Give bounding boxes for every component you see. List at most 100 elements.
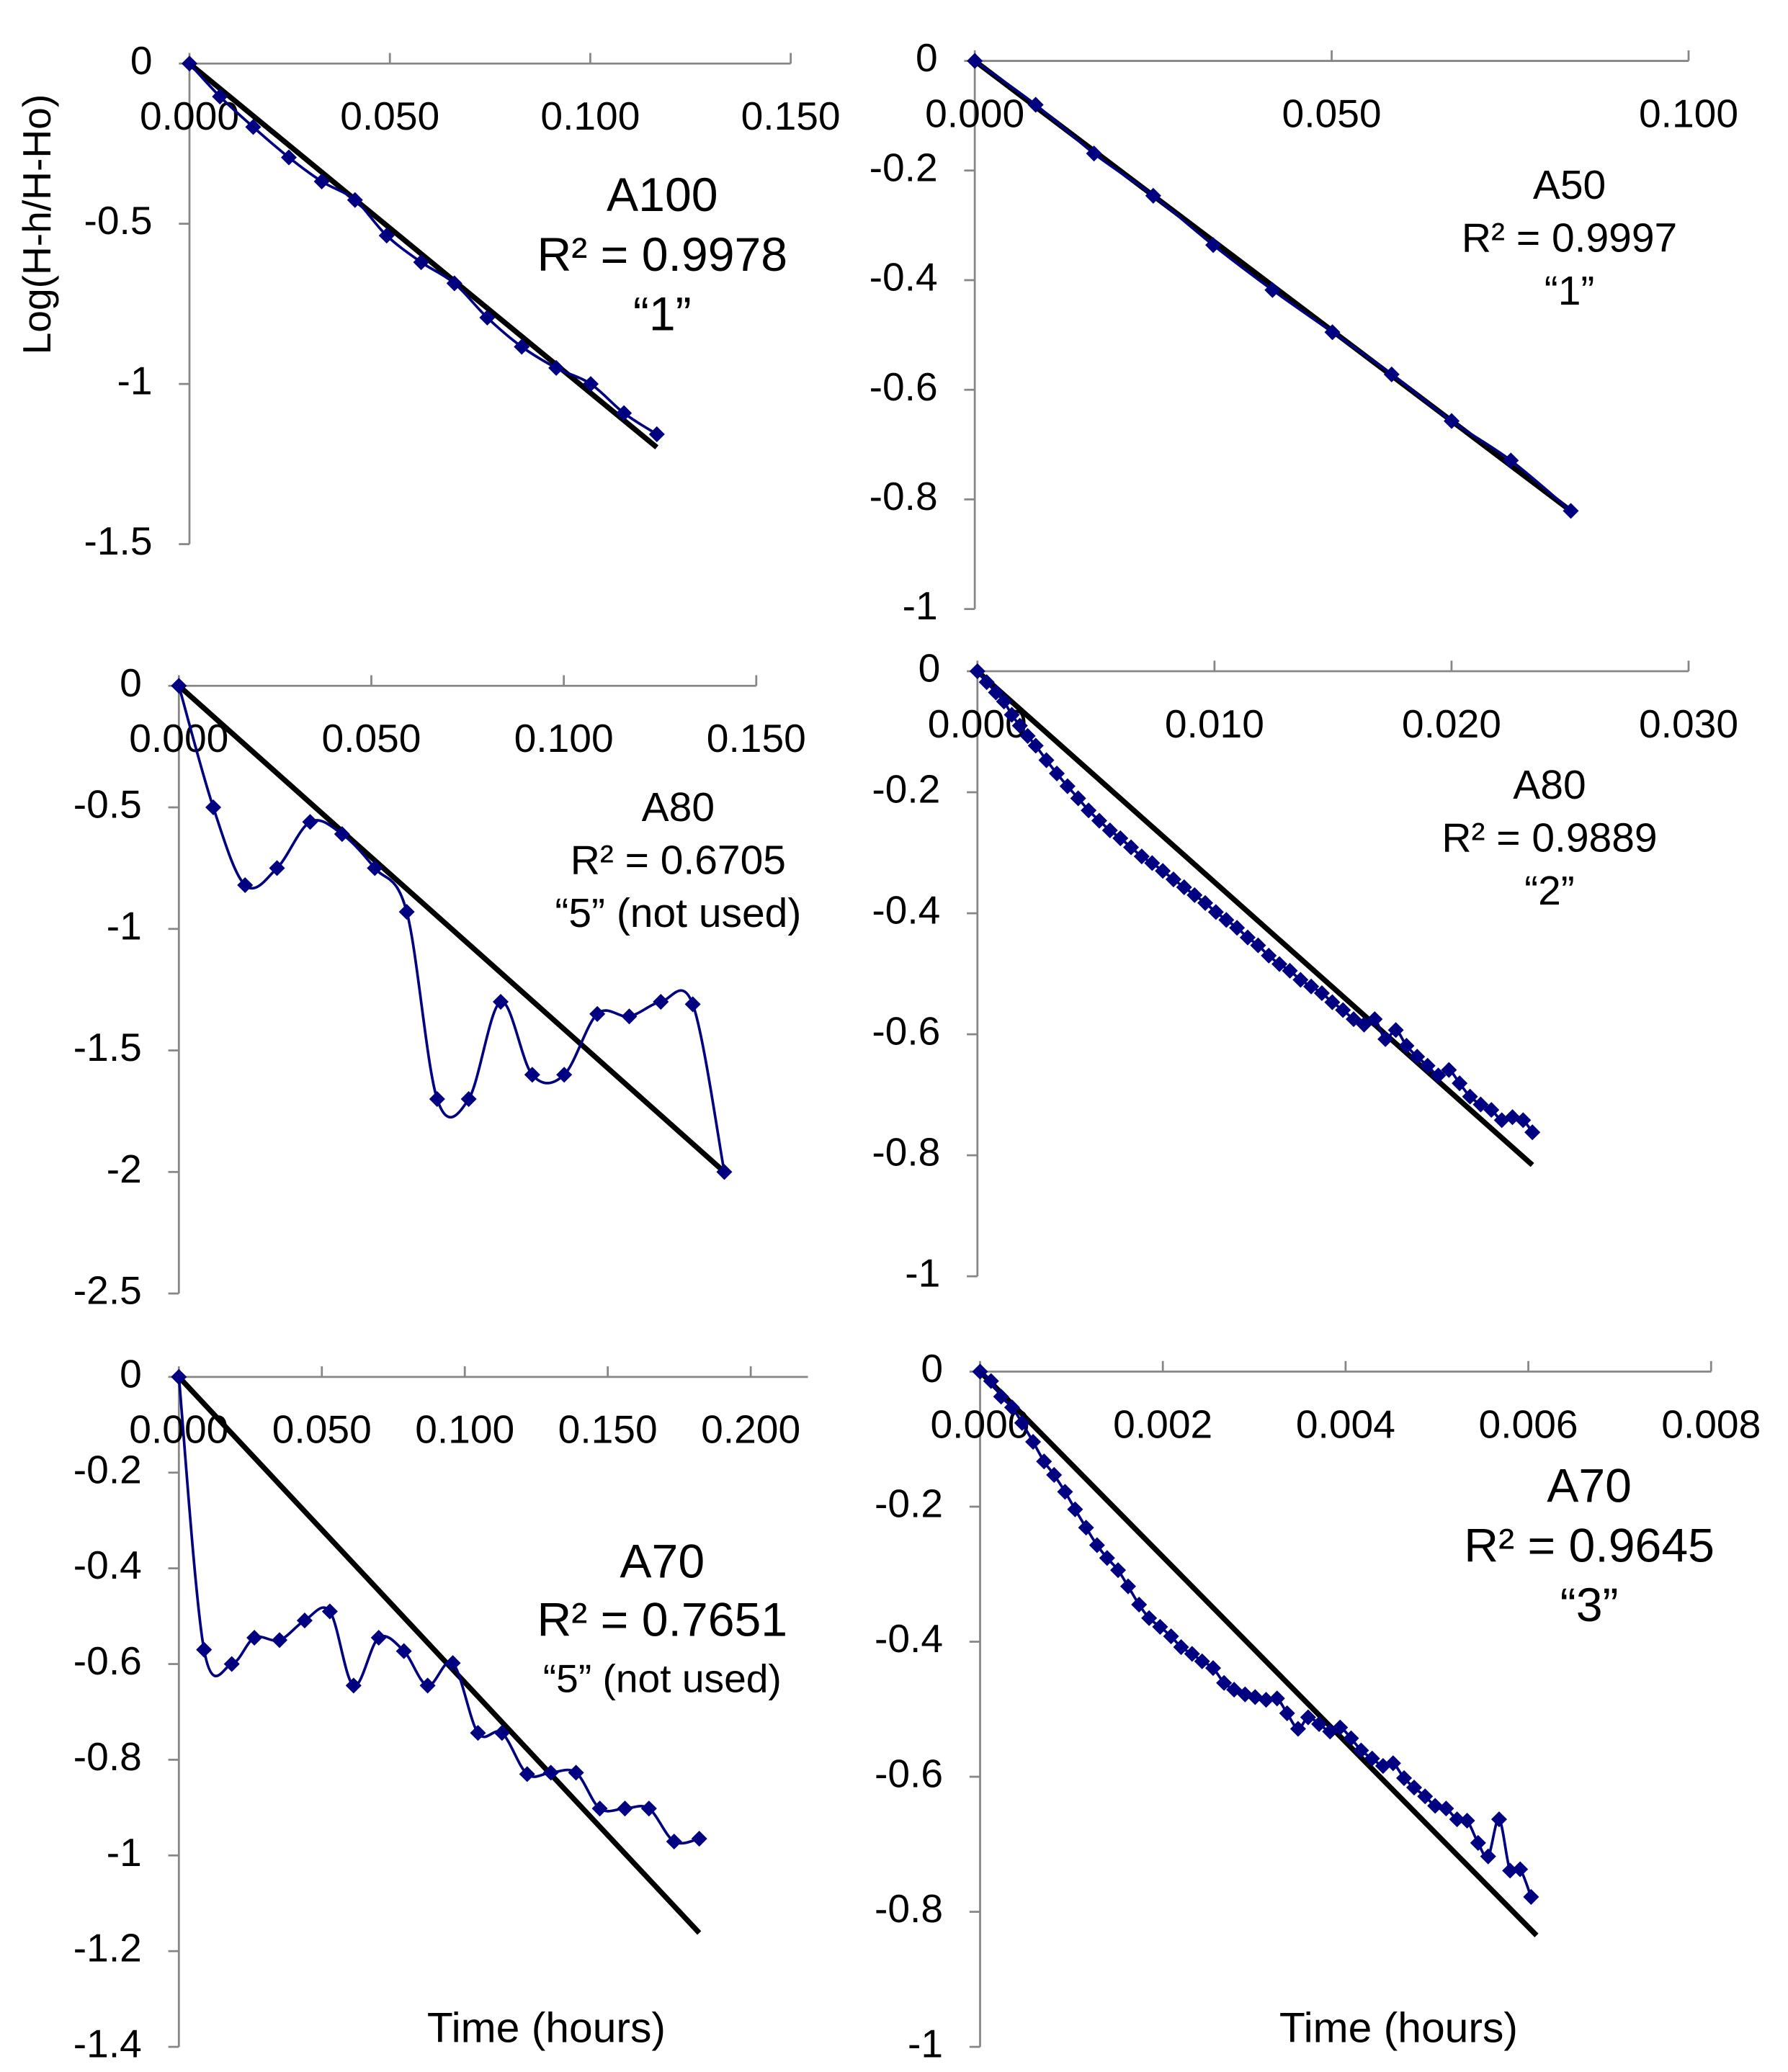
data-point — [1417, 1788, 1434, 1805]
data-point — [370, 1629, 387, 1646]
data-point — [1205, 237, 1222, 254]
y-tick-label: -0.4 — [872, 888, 940, 933]
data-point — [978, 674, 995, 691]
data-point — [1396, 1770, 1413, 1786]
data-point — [640, 1800, 657, 1817]
data-point — [1387, 1022, 1404, 1039]
annotation: R² = 0.9889 — [1441, 815, 1657, 861]
data-point — [345, 1677, 362, 1694]
data-point — [1292, 972, 1309, 988]
data-point — [1099, 1550, 1115, 1566]
data-point — [1165, 871, 1181, 888]
y-tick-label: 0 — [918, 646, 941, 691]
x-axis-label: Time (hours) — [427, 2005, 666, 2052]
x-tick-label: 0.150 — [558, 1407, 658, 1452]
x-tick-label: 0.030 — [1639, 701, 1738, 746]
annotation: A70 — [1547, 1460, 1632, 1513]
data-point — [1367, 1011, 1383, 1028]
data-point — [1343, 1730, 1359, 1746]
data-point — [313, 173, 330, 189]
data-point — [1419, 1057, 1436, 1074]
data-point — [271, 1632, 288, 1649]
data-point — [492, 994, 509, 1010]
y-tick-label: -0.4 — [870, 255, 938, 300]
data-point — [1438, 1800, 1454, 1817]
y-tick-label: 0 — [120, 660, 142, 705]
panel: 0-0.2-0.4-0.6-0.8-10.000 0.010 0.020 0.030A… — [872, 646, 1738, 1296]
y-tick-label: -0.8 — [872, 1130, 940, 1175]
data-point — [1218, 912, 1235, 928]
data-point — [398, 904, 415, 920]
data-point — [1332, 1719, 1349, 1736]
data-point — [1324, 324, 1341, 341]
annotation: R² = 0.7651 — [537, 1593, 787, 1646]
data-point — [460, 1091, 477, 1108]
x-tick-label: 0.050 — [340, 94, 439, 138]
y-tick-label: -0.6 — [870, 364, 938, 409]
data-point — [1019, 727, 1036, 744]
data-point — [582, 376, 599, 393]
data-point — [446, 275, 462, 292]
data-point — [205, 799, 222, 816]
data-point — [1356, 1016, 1372, 1033]
y-axis-label: Log(H-h/H-Ho) — [14, 94, 59, 355]
data-point — [1462, 1088, 1478, 1105]
y-tick-label: -0.8 — [875, 1886, 943, 1931]
x-tick-label: 0.100 — [415, 1407, 514, 1452]
data-point — [591, 1800, 608, 1817]
data-point — [302, 814, 318, 830]
data-point — [1523, 1888, 1539, 1905]
data-point — [1279, 1705, 1295, 1721]
y-tick-label: -1.5 — [73, 1025, 142, 1069]
data-point — [1512, 1861, 1529, 1878]
x-axis-label: Time (hours) — [1279, 2005, 1518, 2052]
y-tick-label: -1 — [903, 583, 938, 628]
data-point — [1014, 1414, 1030, 1431]
data-point — [542, 1764, 559, 1781]
data-point — [1216, 1674, 1233, 1691]
y-tick-label: -0.2 — [870, 145, 938, 189]
data-point — [972, 1363, 988, 1380]
data-point — [1335, 1002, 1351, 1018]
data-point — [1078, 1520, 1094, 1536]
data-point — [1155, 863, 1171, 879]
data-point — [996, 694, 1012, 710]
data-point — [367, 860, 383, 876]
trend-line — [176, 683, 726, 1175]
data-point — [969, 663, 985, 680]
data-point — [1086, 145, 1102, 162]
data-point — [1470, 1834, 1486, 1851]
data-point — [171, 678, 187, 694]
annotation: “2” — [1524, 868, 1575, 914]
data-point — [988, 684, 1004, 701]
x-tick-label: 0.100 — [540, 94, 640, 138]
data-point — [617, 1800, 633, 1817]
data-point — [479, 309, 496, 326]
y-tick-label: -0.6 — [872, 1009, 940, 1054]
y-tick-label: 0 — [921, 1346, 943, 1391]
annotation: R² = 0.9997 — [1462, 215, 1677, 261]
y-tick-label: -0.5 — [84, 198, 153, 243]
data-point — [171, 1368, 187, 1385]
data-point — [1480, 1848, 1496, 1865]
y-tick-label: -2 — [107, 1147, 142, 1191]
data-point — [1123, 839, 1140, 856]
y-tick-label: -0.8 — [73, 1734, 142, 1779]
panel: 0 -0.2 -0.4 -0.6 -0.8 -1 0.000 0.050 0.100 A50 R² … — [870, 35, 1738, 628]
annotation: R² = 0.6705 — [571, 838, 786, 884]
y-tick-label: -0.2 — [872, 767, 940, 812]
data-point — [1313, 985, 1330, 1002]
y-tick-label: -0.4 — [73, 1543, 142, 1587]
data-point — [1472, 1096, 1489, 1113]
data-point — [1409, 1049, 1426, 1065]
data-point — [1385, 1755, 1401, 1772]
x-tick-label: 0.000 — [925, 91, 1024, 135]
data-point — [1444, 413, 1460, 429]
data-point — [1197, 894, 1214, 911]
data-point — [1229, 920, 1246, 936]
annotation: R² = 0.9978 — [537, 228, 787, 282]
trend-line — [978, 1369, 1539, 1937]
data-point — [1324, 994, 1341, 1010]
data-point — [321, 1603, 338, 1620]
